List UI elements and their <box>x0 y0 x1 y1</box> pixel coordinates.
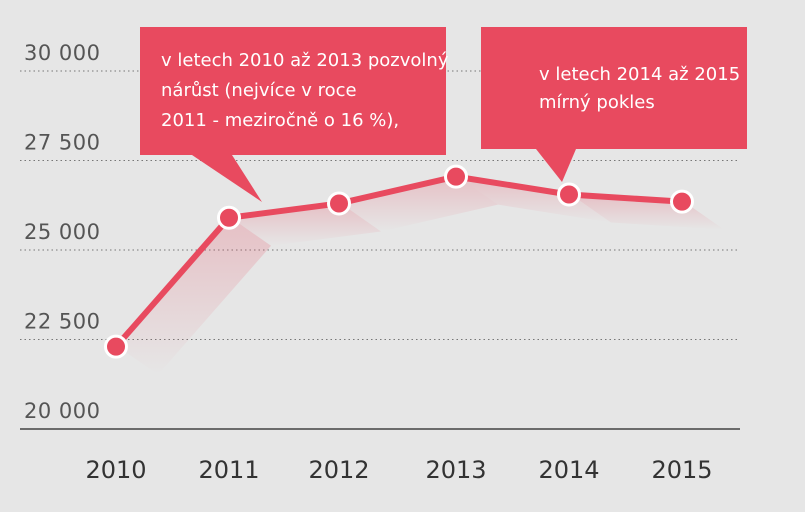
callout-2-box <box>481 27 747 149</box>
x-tick-label: 2014 <box>538 456 599 484</box>
series-line <box>113 173 685 350</box>
x-tick-label: 2010 <box>85 456 146 484</box>
callout-1-box <box>140 27 446 155</box>
x-tick-label: 2012 <box>308 456 369 484</box>
callout-1-line-2: nárůst (nejvíce v roce <box>161 80 357 101</box>
svg-text:v letech 2014 až 2015 mí: v letech 2014 až 2015 mírný pokles <box>539 64 746 113</box>
line-shadow-segment <box>118 217 271 375</box>
callout-2-line-1: v letech 2014 až 2015 <box>539 64 740 85</box>
callout-1-pointer <box>192 155 262 202</box>
data-points <box>104 164 694 359</box>
svg-text:v letech 2010 až 2013 pozvolný: v letech 2010 až 2013 pozvolný nárůst (n… <box>161 50 454 131</box>
data-point-2012 <box>327 191 351 216</box>
y-tick-label: 25 000 <box>24 220 100 244</box>
annotation-callout-1: v letech 2010 až 2013 pozvolný nárůst (n… <box>140 27 454 202</box>
data-point-2015 <box>670 189 694 214</box>
line-shadows <box>118 176 724 375</box>
data-point-2010 <box>104 334 128 359</box>
line-shadow-segment <box>341 176 498 232</box>
data-point-2013 <box>444 164 468 189</box>
callout-2-pointer <box>536 149 576 182</box>
callout-2-line-2: mírný pokles <box>539 92 655 113</box>
y-tick-label: 20 000 <box>24 399 100 423</box>
y-tick-label: 27 500 <box>24 131 100 155</box>
x-tick-label: 2015 <box>651 456 712 484</box>
x-tick-label: 2013 <box>425 456 486 484</box>
annotation-callout-2: v letech 2014 až 2015 mírný pokles <box>481 27 747 182</box>
y-axis: 20 000 22 500 25 000 27 500 30 000 <box>24 41 100 423</box>
callout-1-line-1: v letech 2010 až 2013 pozvolný <box>161 50 449 71</box>
x-axis: 2010 2011 2012 2013 2014 2015 <box>85 456 712 484</box>
y-tick-label: 22 500 <box>24 310 100 334</box>
callout-1-line-3: 2011 - meziročně o 16 %), <box>161 110 399 131</box>
data-point-2014 <box>557 182 581 207</box>
data-point-2011 <box>217 205 241 230</box>
x-tick-label: 2011 <box>198 456 259 484</box>
line-shadow-segment <box>458 176 611 223</box>
y-tick-label: 30 000 <box>24 41 100 65</box>
